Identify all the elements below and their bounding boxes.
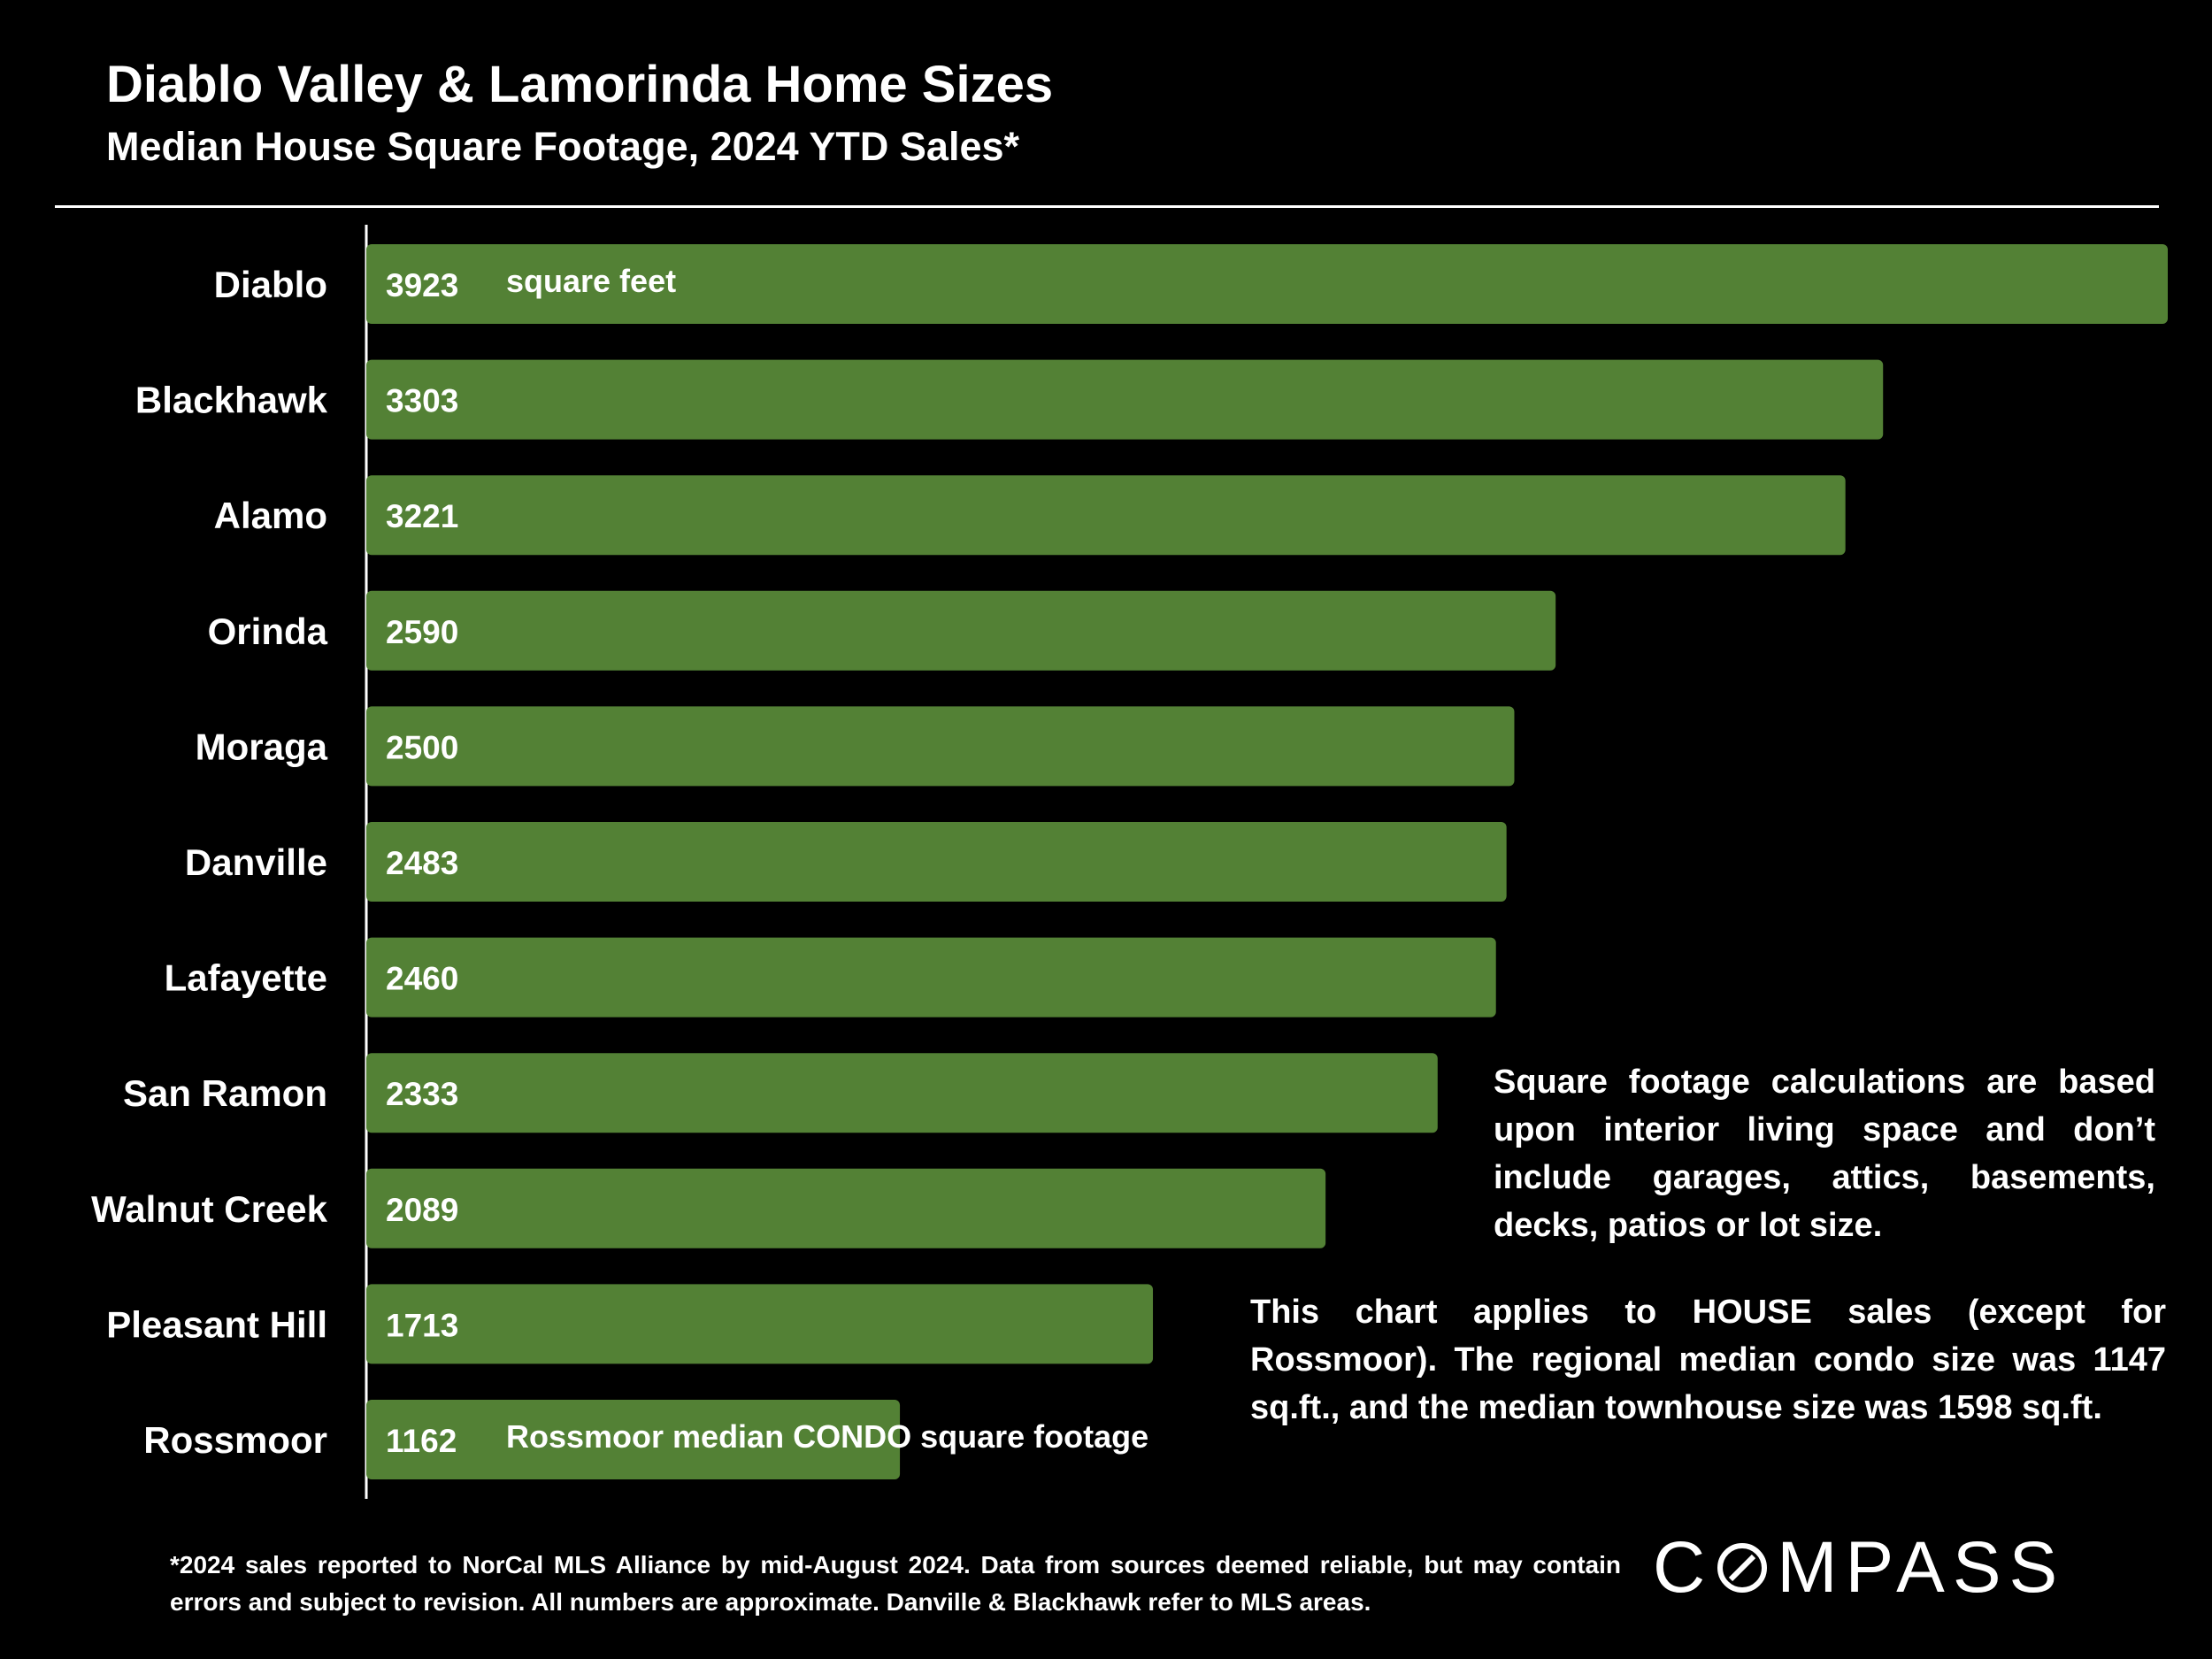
value-label-alamo: 3221: [386, 498, 458, 534]
title-divider: [55, 205, 2159, 208]
bar-chart: Diablo 3923 Blackhawk 3303 Alamo 3221 Orinda 25…: [91, 225, 2168, 1499]
footnote: *2024 sales reported to NorCal MLS Allia…: [170, 1551, 1621, 1616]
category-label-pleasant-hill: Pleasant Hill: [106, 1303, 327, 1345]
chart-title: Diablo Valley & Lamorinda Home Sizes: [106, 56, 1054, 113]
units-annotation: square feet: [506, 263, 676, 299]
house-sales-note: This chart applies to HOUSE sales (excep…: [1250, 1294, 2166, 1426]
square-footage-note: Square footage calculations are based up…: [1494, 1064, 2155, 1244]
category-label-lafayette: Lafayette: [165, 957, 327, 999]
bar-diablo: [366, 244, 2168, 324]
bar-danville: [366, 822, 1507, 902]
value-label-lafayette: 2460: [386, 961, 458, 997]
bar-rossmoor: [366, 1400, 901, 1479]
bar-orinda: [366, 590, 1556, 671]
category-label-moraga: Moraga: [196, 726, 328, 767]
value-label-moraga: 2500: [386, 729, 458, 765]
rossmoor-annotation: Rossmoor median CONDO square footage: [506, 1418, 1148, 1455]
compass-logo: C MPASS: [1653, 1527, 2131, 1608]
value-label-walnut-creek: 2089: [386, 1192, 458, 1228]
bar-alamo: [366, 475, 1846, 556]
category-label-blackhawk: Blackhawk: [135, 380, 328, 421]
bar-moraga: [366, 706, 1515, 787]
value-label-pleasant-hill: 1713: [386, 1307, 458, 1343]
value-label-orinda: 2590: [386, 614, 458, 650]
value-label-danville: 2483: [386, 845, 458, 881]
value-label-blackhawk: 3303: [386, 383, 458, 419]
logo-text-left: C: [1653, 1527, 1714, 1608]
category-label-danville: Danville: [185, 841, 327, 883]
bar-san-ramon: [366, 1053, 1438, 1133]
bar-lafayette: [366, 937, 1496, 1018]
category-label-san-ramon: San Ramon: [123, 1072, 327, 1114]
bar-pleasant-hill: [366, 1284, 1154, 1364]
category-label-rossmoor: Rossmoor: [143, 1419, 327, 1461]
category-label-alamo: Alamo: [214, 495, 327, 536]
bar-blackhawk: [366, 359, 1884, 440]
value-label-rossmoor: 1162: [386, 1423, 457, 1459]
category-label-diablo: Diablo: [214, 264, 327, 305]
bar-walnut-creek: [366, 1168, 1326, 1248]
chart-subtitle: Median House Square Footage, 2024 YTD Sa…: [106, 124, 1020, 169]
compass-ring-icon: [1717, 1543, 1768, 1593]
value-label-diablo: 3923: [386, 267, 458, 303]
category-label-walnut-creek: Walnut Creek: [91, 1188, 327, 1230]
value-label-san-ramon: 2333: [386, 1076, 458, 1112]
category-label-orinda: Orinda: [208, 611, 328, 652]
logo-text-right: MPASS: [1777, 1527, 2066, 1608]
